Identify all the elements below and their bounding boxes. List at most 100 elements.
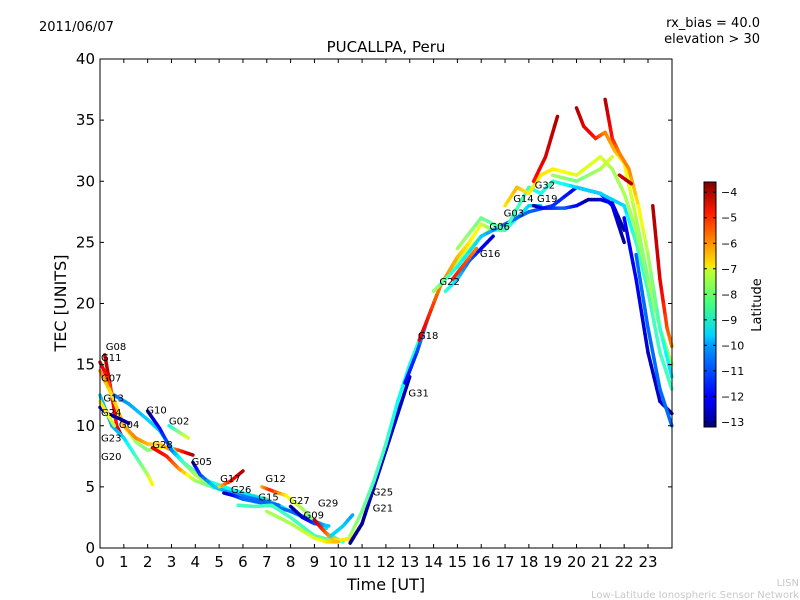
track-segment <box>405 375 412 388</box>
elevation-label: elevation > 30 <box>664 32 760 47</box>
satellite-label: G28 <box>152 440 172 451</box>
satellite-label: G14 <box>513 194 533 205</box>
colorbar-tick-label: −12 <box>721 390 744 403</box>
x-tick-label: 4 <box>191 553 201 571</box>
chart-title: PUCALLPA, Peru <box>327 38 446 56</box>
track-segment <box>637 271 644 294</box>
track-segment <box>323 523 331 528</box>
track-segment <box>663 313 669 330</box>
satellite-label: G23 <box>101 434 121 445</box>
track-segment <box>124 420 131 426</box>
colorbar-tick-label: −10 <box>721 339 744 352</box>
satellite-label: G20 <box>101 452 121 463</box>
track-segment <box>661 301 668 318</box>
satellite-label: G32 <box>535 181 555 192</box>
satellite-track <box>98 393 155 487</box>
track-segment <box>641 228 648 245</box>
satellite-track <box>443 234 495 294</box>
colorbar-tick-label: −5 <box>721 212 737 225</box>
satellite-track <box>651 203 674 349</box>
track-segment <box>651 203 657 226</box>
x-tick-label: 16 <box>472 553 491 571</box>
track-segment <box>110 420 117 428</box>
satellite-track <box>634 252 674 428</box>
track-segment <box>643 332 650 355</box>
track-segment <box>655 335 662 355</box>
satellite-track <box>531 197 626 232</box>
satellite-label: G27 <box>289 496 309 507</box>
track-segment <box>552 114 560 129</box>
track-segment <box>509 207 519 222</box>
satellite-label: G09 <box>304 511 324 522</box>
track-segment <box>384 431 391 446</box>
tec-tracks <box>98 97 674 545</box>
y-tick-label: 20 <box>76 295 95 313</box>
track-segment <box>640 289 647 312</box>
track-segment <box>238 469 245 476</box>
x-tick-label: 1 <box>119 553 129 571</box>
x-tick-label: 20 <box>567 553 586 571</box>
track-segment <box>667 362 674 379</box>
x-tick-label: 17 <box>495 553 514 571</box>
satellite-label: G07 <box>101 374 121 385</box>
x-tick-label: 7 <box>262 553 272 571</box>
satellite-track <box>348 375 412 545</box>
track-segment <box>345 536 352 541</box>
track-segment <box>667 378 674 391</box>
track-segment <box>655 307 662 330</box>
satellite-track <box>167 424 190 440</box>
x-tick-label: 10 <box>329 553 348 571</box>
track-segment <box>661 338 668 355</box>
satellite-label: G21 <box>373 503 393 514</box>
track-segment <box>646 277 653 294</box>
y-tick-label: 5 <box>85 478 95 496</box>
track-segment <box>549 124 557 139</box>
track-segment <box>659 289 666 306</box>
track-segment <box>636 203 643 220</box>
colorbar-tick-label: −7 <box>721 263 737 276</box>
x-tick-label: 0 <box>95 553 105 571</box>
satellite-track <box>455 179 674 391</box>
track-segment <box>628 246 635 266</box>
track-segment <box>652 375 659 391</box>
satellite-labels: G08G11G07G13G24G04G23G20G10G02G28G05G17G… <box>101 181 558 522</box>
track-segment <box>649 289 656 306</box>
x-tick-label: 8 <box>286 553 296 571</box>
track-segment <box>646 252 653 275</box>
satellite-label: G25 <box>373 487 393 498</box>
x-tick-label: 5 <box>214 553 224 571</box>
track-segment <box>634 240 641 257</box>
track-segment <box>643 262 650 281</box>
satellite-track <box>503 155 674 367</box>
track-segment <box>649 304 656 324</box>
satellite-label: G29 <box>318 498 338 509</box>
x-tick-label: 13 <box>400 553 419 571</box>
track-segment <box>637 295 644 318</box>
track-segment <box>652 320 659 339</box>
y-tick-label: 35 <box>76 111 95 129</box>
track-segment <box>622 216 629 235</box>
track-segment <box>646 289 653 309</box>
satellite-label: G04 <box>119 420 139 431</box>
satellite-track <box>403 222 503 385</box>
track-segment <box>637 231 644 251</box>
track-segment <box>655 387 662 404</box>
satellite-track <box>622 216 674 416</box>
satellite-track <box>617 173 634 186</box>
satellite-label: G13 <box>103 393 123 404</box>
track-segment <box>667 408 674 416</box>
track-segment <box>631 202 638 220</box>
satellite-track <box>450 246 479 281</box>
satellite-label: G24 <box>101 408 121 419</box>
satellite-label: G06 <box>489 222 509 233</box>
track-segment <box>652 222 659 245</box>
x-tick-label: 9 <box>310 553 320 571</box>
colorbar-tick-label: −9 <box>721 314 737 327</box>
x-tick-label: 22 <box>615 553 634 571</box>
satellite-label: G22 <box>439 277 459 288</box>
watermark-title: LISN <box>777 578 799 589</box>
watermark-subtitle: Low-Latitude Ionospheric Sensor Network <box>591 590 799 600</box>
satellite-label: G10 <box>146 406 166 417</box>
track-segment <box>640 265 647 281</box>
satellite-label: G02 <box>169 417 189 428</box>
